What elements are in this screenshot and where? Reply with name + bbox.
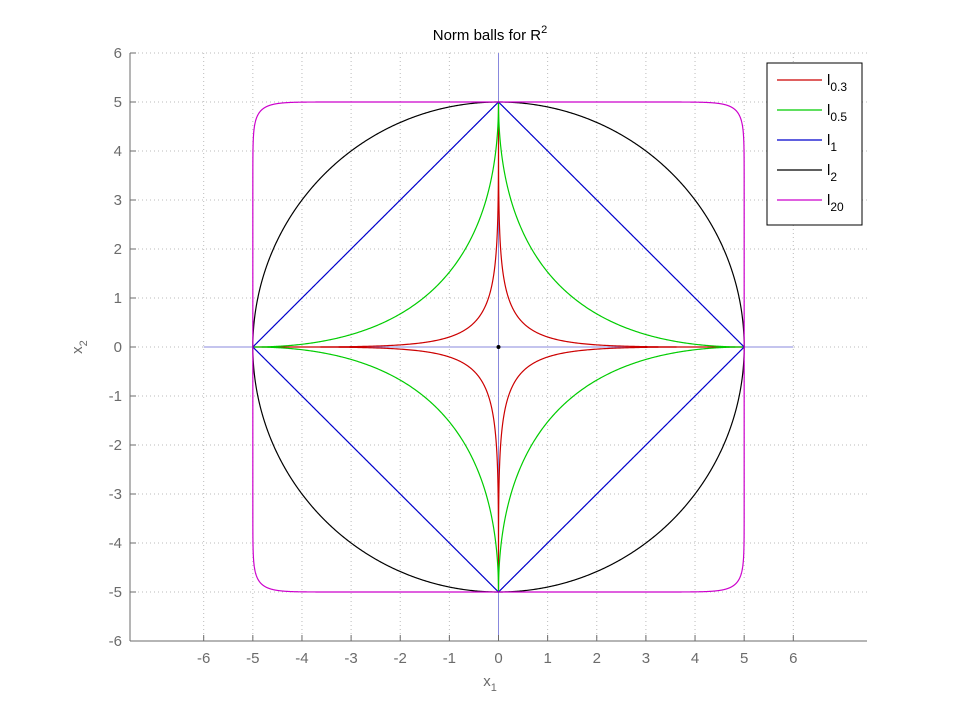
legend-entry: l2 xyxy=(827,162,837,184)
labels: Norm balls for R2 x1 x2 xyxy=(69,24,547,694)
y-tick-label: 3 xyxy=(114,192,122,209)
legend-entry-sub: 20 xyxy=(830,200,844,214)
x-axis-label-main: x xyxy=(483,673,491,690)
chart-title-sup: 2 xyxy=(541,24,547,36)
x-tick-label: 5 xyxy=(740,650,748,667)
x-tick-label: -5 xyxy=(246,650,259,667)
x-tick-label: 0 xyxy=(494,650,502,667)
legend-entry-name: l xyxy=(827,72,830,89)
chart-title-main: Norm balls for R xyxy=(433,27,542,44)
y-tick-label: -2 xyxy=(109,437,122,454)
y-tick-label: -5 xyxy=(109,584,122,601)
legend-entry-name: l xyxy=(827,132,830,149)
legend-box xyxy=(766,62,863,226)
x-axis-label: x1 xyxy=(483,673,497,694)
legend-entry: l0.3 xyxy=(827,72,847,94)
y-axis-label: x2 xyxy=(69,340,90,354)
x-tick-label: -3 xyxy=(344,650,357,667)
x-tick-label: 4 xyxy=(691,650,699,667)
legend-entry: l1 xyxy=(827,132,837,154)
y-axis-label-main: x xyxy=(69,346,86,354)
y-tick-label: -1 xyxy=(109,388,122,405)
x-tick-label: 6 xyxy=(789,650,797,667)
y-tick-label: 0 xyxy=(114,339,122,356)
x-tick-label: 3 xyxy=(642,650,650,667)
legend-entry-sub: 0.3 xyxy=(830,80,847,94)
origin-marker xyxy=(496,345,501,349)
series-curve-0-5 xyxy=(252,102,745,592)
x-tick-label: -1 xyxy=(443,650,456,667)
legend-entry-name: l xyxy=(827,192,830,209)
legend-entry-sub: 2 xyxy=(830,170,837,184)
legend-entry-sub: 0.5 xyxy=(830,110,847,124)
x-axis-label-sub: 1 xyxy=(491,682,497,694)
y-tick-label: -6 xyxy=(109,633,122,650)
x-tick-label: -4 xyxy=(295,650,308,667)
y-tick-label: 5 xyxy=(114,94,122,111)
y-tick-label: 6 xyxy=(114,45,122,62)
y-axis-label-sub: 2 xyxy=(78,340,90,346)
x-tick-label: -6 xyxy=(197,650,210,667)
y-tick-label: 4 xyxy=(114,143,122,160)
x-tick-label: -2 xyxy=(394,650,407,667)
legend-entry: l20 xyxy=(827,192,844,214)
ticks: -6 -5 -4 -3 -2 -1 0 1 2 3 4 5 6 -6 -5 -4 -3 -2 -1 0 1 2 3 4 5 6 xyxy=(109,45,798,667)
x-tick-label: 1 xyxy=(543,650,551,667)
legend-entry: l0.5 xyxy=(827,102,847,124)
y-tick-label: -3 xyxy=(109,486,122,503)
series-curve-20 xyxy=(252,101,745,593)
legend-entry-sub: 1 xyxy=(830,140,837,154)
chart-title: Norm balls for R2 xyxy=(433,24,547,44)
legend-entry-name: l xyxy=(827,162,830,179)
y-tick-label: 2 xyxy=(114,241,122,258)
legend-entry-name: l xyxy=(827,102,830,119)
x-tick-label: 2 xyxy=(593,650,601,667)
curves xyxy=(252,101,745,593)
series-curve-0-3 xyxy=(252,102,745,592)
y-tick-label: 1 xyxy=(114,290,122,307)
y-tick-label: -4 xyxy=(109,535,122,552)
